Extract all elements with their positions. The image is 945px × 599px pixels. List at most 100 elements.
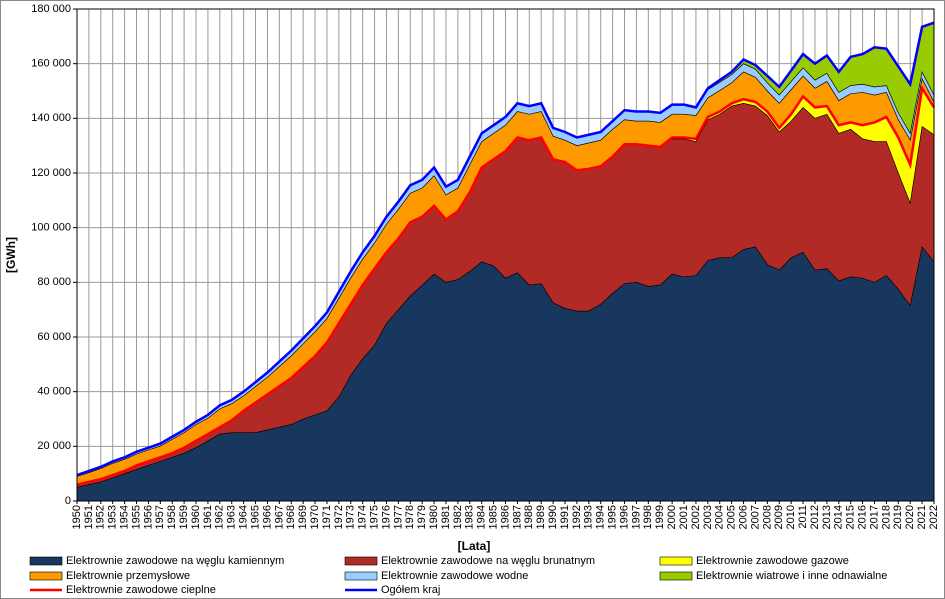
x-tick-label: 2017 [868,505,880,529]
x-tick-label: 1985 [488,505,500,529]
legend-label: Elektrownie zawodowe na węglu brunatnym [381,555,595,567]
x-tick-label: 2004 [714,505,726,529]
x-tick-label: 1972 [333,505,345,529]
x-tick-label: 2009 [773,505,785,529]
x-tick-label: 1973 [345,505,357,529]
x-tick-label: 1976 [380,505,392,529]
x-tick-label: 1956 [142,505,154,529]
y-tick-label: 40 000 [37,386,71,398]
x-tick-label: 2002 [690,505,702,529]
x-tick-label: 1989 [535,505,547,529]
y-tick-label: 20 000 [37,440,71,452]
x-tick-label: 2010 [785,505,797,529]
x-tick-label: 1962 [214,505,226,529]
x-tick-label: 1986 [499,505,511,529]
x-tick-label: 2001 [678,505,690,529]
x-tick-label: 1988 [523,505,535,529]
x-axis-label: [Lata] [458,539,491,553]
y-tick-label: 80 000 [37,276,71,288]
x-tick-label: 1993 [583,505,595,529]
x-tick-label: 1982 [452,505,464,529]
x-tick-label: 1991 [559,505,571,529]
legend-label: Elektrownie wiatrowe i inne odnawialne [696,570,887,582]
x-tick-label: 1996 [618,505,630,529]
legend-label: Elektrownie zawodowe na węglu kamiennym [66,555,284,567]
x-tick-label: 1990 [547,505,559,529]
legend-swatch [344,556,378,566]
x-tick-label: 1998 [642,505,654,529]
x-tick-label: 1968 [285,505,297,529]
x-tick-label: 1955 [130,505,142,529]
x-tick-label: 1963 [226,505,238,529]
legend-label: Elektrownie zawodowe wodne [381,570,528,582]
line [76,84,936,486]
x-tick-label: 2005 [726,505,738,529]
x-tick-label: 1953 [107,505,119,529]
y-tick-label: 160 000 [31,58,71,70]
x-tick-label: 2000 [666,505,678,529]
x-tick-label: 1957 [154,505,166,529]
x-tick-label: 1950 [71,505,83,529]
x-tick-label: 2013 [821,505,833,529]
x-tick-label: 1969 [297,505,309,529]
x-tick-label: 2018 [880,505,892,529]
x-tick-label: 1954 [119,505,131,529]
legend-label: Elektrownie przemysłowe [66,570,190,582]
x-tick-label: 1959 [178,505,190,529]
x-tick-label: 2022 [928,505,940,529]
x-tick-label: 1997 [630,505,642,529]
x-tick-label: 2003 [702,505,714,529]
x-tick-label: 1960 [190,505,202,529]
x-tick-label: 2014 [833,505,845,529]
x-tick-label: 1984 [476,505,488,529]
x-tick-label: 1958 [166,505,178,529]
x-tick-label: 1980 [428,505,440,529]
x-tick-label: 2012 [809,505,821,529]
x-tick-label: 1987 [511,505,523,529]
x-tick-label: 2006 [737,505,749,529]
x-tick-label: 1975 [368,505,380,529]
legend-swatch [659,571,693,581]
legend-label: Elektrownie zawodowe gazowe [696,555,849,567]
x-tick-label: 2020 [904,505,916,529]
y-tick-label: 180 000 [31,3,71,15]
y-tick-label: 0 [65,495,71,507]
x-tick-label: 1992 [571,505,583,529]
x-tick-label: 1983 [464,505,476,529]
legend-label: Elektrownie zawodowe cieplne [66,584,216,596]
x-tick-label: 1951 [83,505,95,529]
x-tick-label: 1965 [249,505,261,529]
x-tick-label: 1970 [309,505,321,529]
x-tick-label: 1961 [202,505,214,529]
x-tick-label: 2021 [916,505,928,529]
x-tick-label: 1978 [404,505,416,529]
x-tick-label: 1995 [607,505,619,529]
x-tick-label: 1981 [440,505,452,529]
x-tick-label: 2008 [761,505,773,529]
x-tick-label: 2016 [856,505,868,529]
y-tick-label: 100 000 [31,222,71,234]
x-tick-label: 2015 [845,505,857,529]
x-tick-label: 2019 [892,505,904,529]
x-tick-label: 1971 [321,505,333,529]
line [76,21,935,477]
y-axis-label: [GWh] [4,237,18,273]
x-tick-label: 1966 [261,505,273,529]
y-tick-label: 60 000 [37,331,71,343]
x-tick-label: 1964 [238,505,250,529]
y-tick-label: 120 000 [31,167,71,179]
x-tick-label: 1952 [95,505,107,529]
x-tick-label: 1999 [654,505,666,529]
legend-label: Ogółem kraj [381,584,440,596]
x-tick-label: 1977 [392,505,404,529]
x-tick-label: 1967 [273,505,285,529]
x-tick-label: 1979 [416,505,428,529]
legend-swatch [29,571,63,581]
x-tick-label: 2011 [797,505,809,529]
legend-swatch [659,556,693,566]
x-tick-label: 1994 [595,505,607,529]
x-tick-label: 2007 [749,505,761,529]
legend-swatch [344,571,378,581]
y-tick-label: 140 000 [31,112,71,124]
